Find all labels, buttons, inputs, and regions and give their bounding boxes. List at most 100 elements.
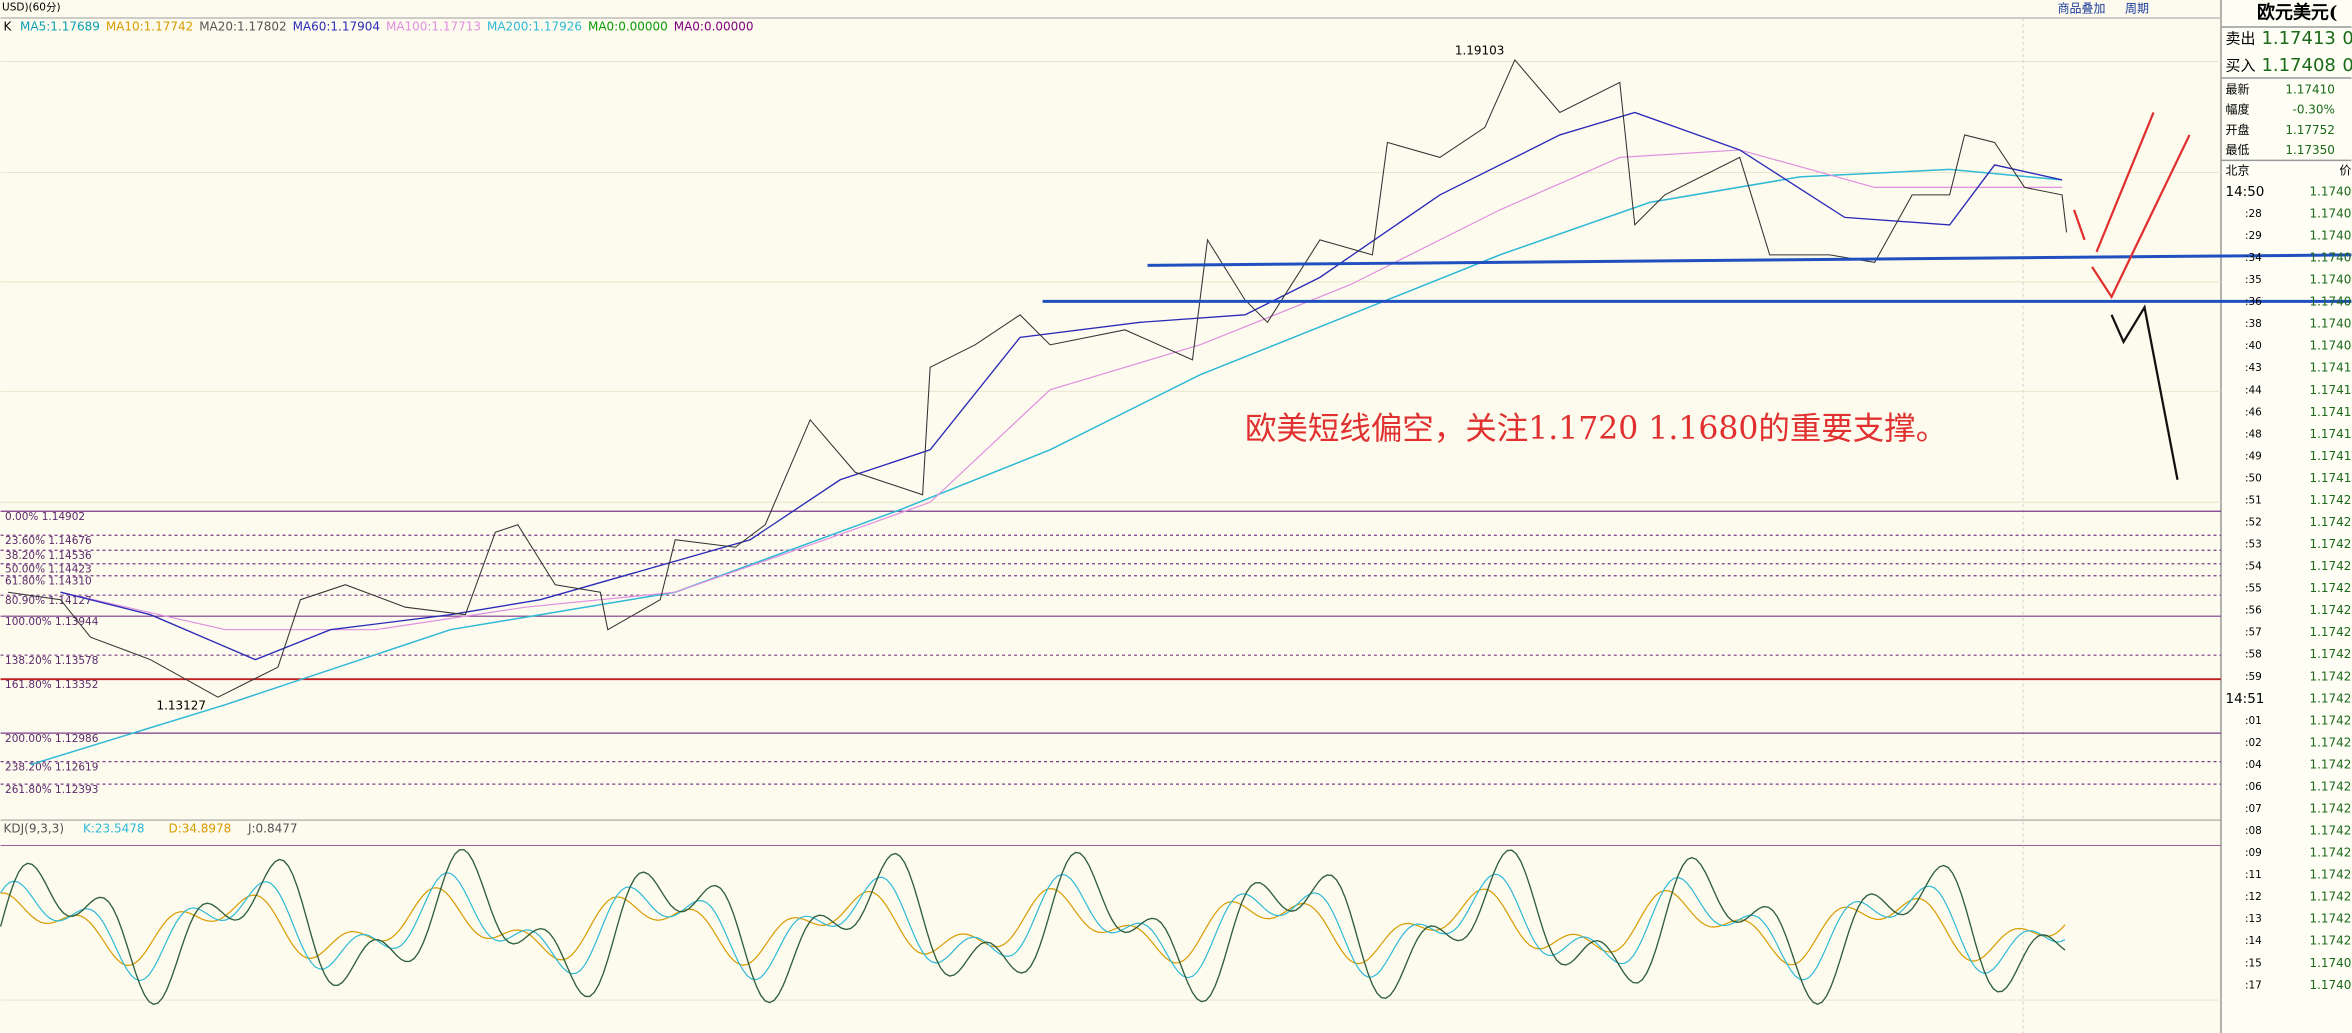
tick-time: 14:51	[2225, 691, 2264, 707]
tick-time: :51	[2245, 494, 2262, 506]
ma-legend: MA5:1.17689 MA10:1.17742 MA20:1.17802 MA60:…	[20, 19, 753, 33]
tick-price: 1.1742	[2309, 890, 2351, 904]
ma-label: MA60:1.17904	[293, 19, 380, 33]
tick-time: :02	[2245, 737, 2262, 749]
tick-price: 1.1742	[2309, 603, 2351, 617]
tick-price: 1.1741	[2309, 383, 2351, 397]
quote-label: 最新	[2225, 81, 2249, 96]
tick-time: :13	[2245, 913, 2262, 925]
tick-price: 1.1740	[2309, 956, 2351, 970]
quote-label: 幅度	[2225, 102, 2249, 117]
tick-time: :09	[2245, 847, 2262, 859]
tick-price: 1.1740	[2309, 228, 2351, 242]
link[interactable]: 周期	[2125, 1, 2149, 15]
fib-levels: 0.00% 1.14902 23.60% 1.14676 38.20% 1.1453…	[0, 510, 2221, 796]
quote-value: -0.30%	[2293, 103, 2335, 117]
tick-price: 1.1742	[2309, 581, 2351, 595]
kdj-k: K:23.5478	[83, 822, 144, 836]
kdj-lines	[0, 848, 2066, 1006]
tick-time: :28	[2245, 208, 2262, 220]
tick-time: :04	[2245, 759, 2262, 771]
fib-label: 61.80% 1.14310	[5, 576, 92, 588]
tick-price: 1.1742	[2309, 625, 2351, 639]
tick-time: :35	[2245, 274, 2262, 286]
tick-time: :44	[2245, 384, 2262, 396]
tick-time: :36	[2245, 296, 2262, 308]
chart-bg	[0, 0, 2221, 1033]
tick-time: :58	[2245, 649, 2262, 661]
tick-price: 1.1741	[2309, 405, 2351, 419]
ma200-line	[30, 168, 2063, 766]
tick-time: 14:50	[2225, 184, 2264, 200]
tick-price: 1.1742	[2309, 735, 2351, 749]
tick-price: 1.1742	[2309, 868, 2351, 882]
black-arrows	[2110, 304, 2179, 480]
tick-price: 1.1742	[2309, 515, 2351, 529]
tick-price: 1.1742	[2309, 779, 2351, 793]
price-header: 价	[2339, 163, 2351, 177]
tick-time: :29	[2245, 230, 2262, 242]
buy-price: 1.17408	[2261, 55, 2335, 76]
tick-list: 14:50 1.1740 :28 1.1740 :29 1.1740 :34 1.1740 :3…	[2225, 184, 2351, 992]
tick-time: :53	[2245, 539, 2262, 551]
tick-price: 1.1742	[2309, 912, 2351, 926]
tick-price: 1.1740	[2309, 339, 2351, 353]
tick-price: 1.1742	[2309, 846, 2351, 860]
tick-time: :46	[2245, 406, 2262, 418]
quote-value: 1.17752	[2285, 123, 2335, 137]
fib-label: 138.20% 1.13578	[5, 655, 98, 667]
tick-time: :56	[2245, 605, 2262, 617]
tick-price: 1.1740	[2309, 184, 2351, 198]
kdj-j: J:0.8477	[247, 822, 298, 836]
tick-time: :08	[2245, 825, 2262, 837]
tick-time: :14	[2245, 935, 2262, 947]
tick-price: 1.1742	[2309, 537, 2351, 551]
ma100-line	[60, 149, 2063, 631]
quote-rows: 最新 1.17410 幅度 -0.30% 开盘 1.17752 最低 1.17350	[2225, 81, 2334, 157]
fib-label: 0.00% 1.14902	[5, 511, 85, 523]
tick-price: 1.1742	[2309, 757, 2351, 771]
tick-time: :57	[2245, 627, 2262, 639]
tick-price: 1.1741	[2309, 361, 2351, 375]
tick-time: :17	[2245, 979, 2262, 991]
tick-time: :07	[2245, 803, 2262, 815]
tick-price: 1.1742	[2309, 691, 2351, 705]
fib-label: 200.00% 1.12986	[5, 733, 99, 745]
tick-time: :54	[2245, 561, 2262, 573]
tick-time: :34	[2245, 252, 2262, 264]
tick-time: :50	[2245, 472, 2262, 484]
k-label: K	[4, 19, 13, 33]
annotation: 欧美短线偏空，关注1.1720 1.1680的重要支撑。	[1245, 411, 1947, 447]
tick-time: :59	[2245, 671, 2262, 683]
ma-label: MA10:1.17742	[106, 19, 193, 33]
low-label: 1.13127	[156, 699, 206, 713]
symbol: USD)(60分)	[2, 1, 61, 13]
tick-time: :11	[2245, 869, 2262, 881]
tick-time: :06	[2245, 781, 2262, 793]
fib-label: 261.80% 1.12393	[5, 784, 98, 796]
tick-time: :15	[2245, 957, 2262, 969]
tick-price: 1.1742	[2309, 493, 2351, 507]
fib-label: 161.80% 1.13352	[5, 679, 98, 691]
support-line	[1147, 253, 2352, 267]
tick-time: :52	[2245, 516, 2262, 528]
fib-label: 23.60% 1.14676	[5, 535, 92, 547]
fib-label: 38.20% 1.14536	[5, 550, 92, 562]
ma-label: MA200:1.17926	[487, 19, 582, 33]
quote-panel	[2220, 0, 2352, 1033]
tick-price: 1.1740	[2309, 273, 2351, 287]
tick-time: :55	[2245, 583, 2262, 595]
ma-label: MA5:1.17689	[20, 19, 100, 33]
link[interactable]: 商品叠加	[2058, 0, 2106, 15]
tick-price: 1.1742	[2309, 669, 2351, 683]
tick-price: 1.1742	[2309, 647, 2351, 661]
kdj-line	[0, 872, 2066, 982]
time-header: 北京	[2225, 163, 2249, 177]
ma60-line	[60, 111, 2063, 661]
tick-time: :43	[2245, 362, 2262, 374]
tick-time: :38	[2245, 318, 2262, 330]
tick-price: 1.1741	[2309, 471, 2351, 485]
fib-label: 100.00% 1.13944	[5, 616, 99, 628]
